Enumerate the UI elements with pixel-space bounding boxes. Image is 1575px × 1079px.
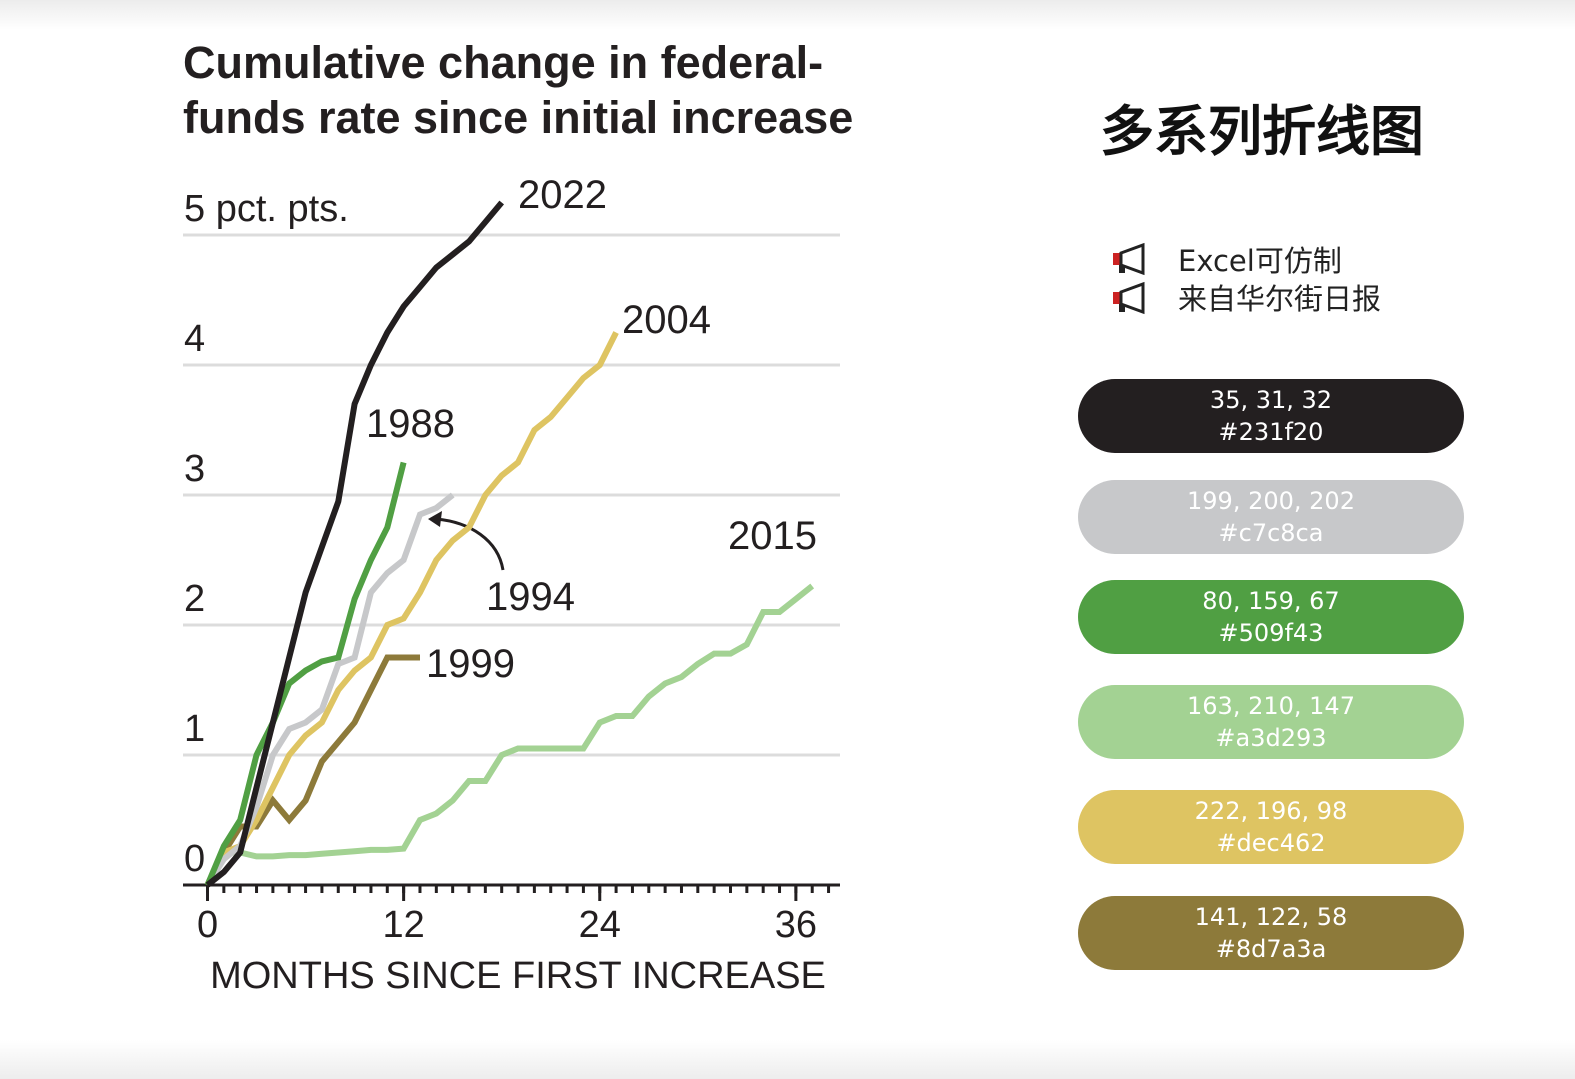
series-label: 2015 (728, 514, 817, 558)
series-label: 1994 (486, 575, 575, 619)
x-tick-label: 0 (197, 904, 218, 946)
chart-title: funds rate since initial increase (183, 92, 853, 143)
y-tick-label: 2 (184, 578, 205, 620)
swatch-hex: #dec462 (1216, 829, 1325, 857)
series-line (204, 461, 407, 887)
series-label: 2022 (518, 173, 607, 217)
swatch-hex: #509f43 (1219, 619, 1324, 647)
swatch-hex: #c7c8ca (1219, 519, 1324, 547)
series-label: 1988 (366, 402, 455, 446)
color-swatch (1078, 685, 1464, 759)
color-swatch (1078, 896, 1464, 970)
chart-title: Cumulative change in federal- (183, 37, 823, 88)
swatch-rgb: 222, 196, 98 (1195, 797, 1348, 825)
x-axis-label: MONTHS SINCE FIRST INCREASE (210, 955, 826, 997)
series-label: 1999 (426, 642, 515, 686)
swatch-rgb: 35, 31, 32 (1210, 386, 1332, 414)
series-line (204, 331, 619, 887)
x-tick-label: 12 (382, 904, 424, 946)
y-tick-label: 1 (184, 708, 205, 750)
y-tick-label: 5 pct. pts. (184, 188, 349, 230)
swatch-rgb: 141, 122, 58 (1195, 903, 1348, 931)
series-label: 2004 (622, 298, 711, 342)
annotation-arrow (435, 517, 505, 571)
note: 来自华尔街日报 (1178, 282, 1381, 316)
swatch-rgb: 163, 210, 147 (1187, 692, 1355, 720)
x-tick-label: 24 (579, 904, 621, 946)
color-swatch (1078, 790, 1464, 864)
series-line (204, 583, 815, 887)
swatch-hex: #231f20 (1219, 418, 1324, 446)
arrow-head (428, 511, 442, 527)
color-swatch (1078, 379, 1464, 453)
series-line (204, 654, 420, 887)
swatch-hex: #a3d293 (1215, 724, 1326, 752)
swatch-rgb: 199, 200, 202 (1187, 487, 1355, 515)
y-tick-label: 3 (184, 448, 205, 490)
swatch-hex: #8d7a3a (1216, 935, 1327, 963)
color-swatch (1078, 580, 1464, 654)
panel-title: 多系列折线图 (1100, 100, 1424, 163)
series-line (205, 200, 505, 888)
swatch-rgb: 80, 159, 67 (1202, 587, 1339, 615)
color-swatch (1078, 480, 1464, 554)
note: Excel可仿制 (1178, 244, 1342, 278)
y-tick-label: 0 (184, 838, 205, 880)
icons (1113, 242, 1145, 315)
y-tick-label: 4 (184, 318, 205, 360)
x-tick-label: 36 (775, 904, 817, 946)
